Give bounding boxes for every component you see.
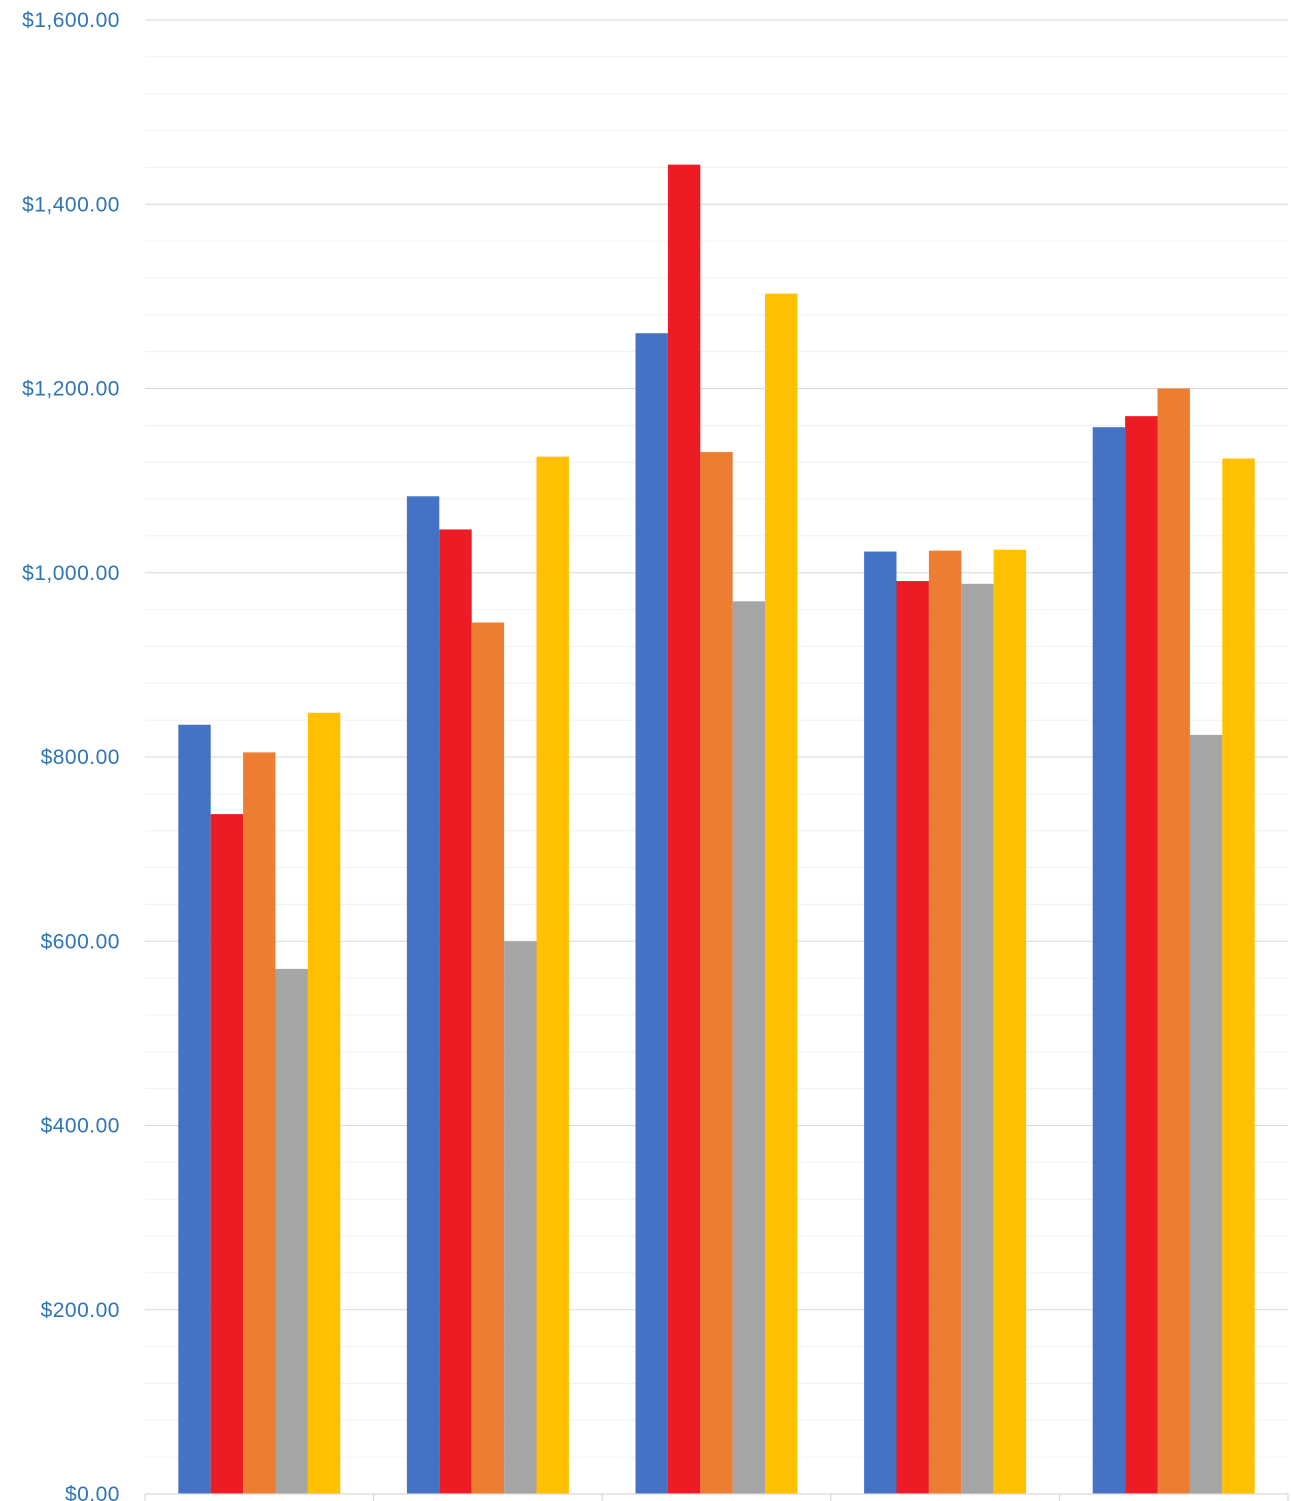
y-tick-label: $1,600.00 (22, 9, 120, 32)
y-tick-label: $1,200.00 (22, 378, 120, 401)
bar (439, 529, 472, 1494)
bar (732, 601, 766, 1494)
bar (928, 550, 962, 1494)
bar (536, 456, 569, 1494)
bar (635, 333, 668, 1495)
bar (1222, 458, 1255, 1494)
y-tick-label: $0.00 (65, 1483, 120, 1501)
bar (700, 452, 733, 1494)
bar (307, 712, 341, 1494)
bar (896, 581, 929, 1494)
bar (1092, 427, 1126, 1494)
bar (1189, 734, 1223, 1494)
y-tick-label: $400.00 (41, 1115, 120, 1138)
y-tick-label: $600.00 (41, 930, 120, 953)
y-tick-label: $200.00 (41, 1299, 120, 1322)
bars (178, 164, 1255, 1495)
bar (667, 164, 701, 1495)
bar (1157, 388, 1190, 1494)
bar (1125, 416, 1158, 1495)
bar (406, 496, 440, 1494)
bar (504, 941, 537, 1494)
y-tick-label: $1,400.00 (22, 193, 120, 216)
bar (243, 752, 276, 1494)
y-tick-label: $1,000.00 (22, 562, 120, 585)
bar (178, 724, 211, 1494)
y-tick-label: $800.00 (41, 746, 120, 769)
bar (210, 814, 244, 1494)
bar (961, 583, 994, 1494)
bar (993, 549, 1027, 1494)
bar (471, 622, 505, 1494)
y-axis-tick-labels: $0.00 $200.00 $400.00 $600.00 $800.00 $1,000.… (22, 9, 120, 1501)
x-axis (144, 1493, 1289, 1501)
bar (765, 293, 798, 1495)
bar (864, 551, 897, 1494)
bar (275, 968, 308, 1494)
